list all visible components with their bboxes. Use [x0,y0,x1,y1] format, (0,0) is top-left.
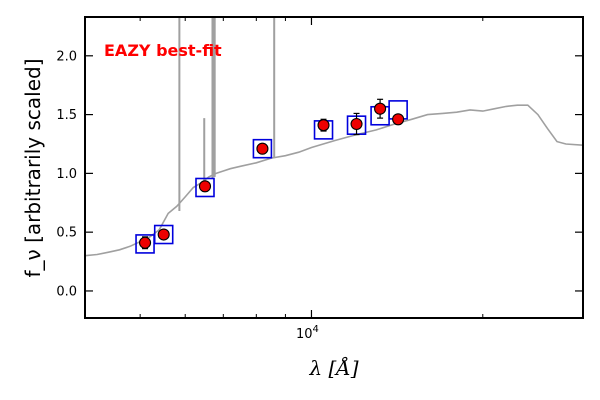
observed-flux-point [350,117,363,131]
observed-flux-point [374,102,387,115]
model-flux-square [153,224,174,245]
annotation: EAZY best-fit [104,41,222,60]
observed-flux-point [157,228,170,241]
observed-flux-point [392,113,405,126]
y-tick-label: 1.0 [56,167,77,182]
observed-flux-point [256,142,269,155]
x-tick-label: 104 [296,324,319,342]
observed-flux-point [138,236,152,249]
y-tick-label: 0.5 [56,226,77,241]
observed-flux-point [198,180,212,193]
y-axis-label: f_ν [arbitrarily scaled] [21,59,45,278]
template-spectrum-line [85,104,583,257]
y-tick-label: 0.0 [56,284,77,299]
model-flux-square [252,138,273,159]
plot-layer [85,17,583,257]
ticks-layer: 0.0 0.5 1.0 1.5 2.0 104 [56,17,583,342]
model-flux-square [195,177,215,198]
plot-frame [84,16,584,319]
x-axis-label: λ [Å] [308,355,358,380]
y-tick-label: 2.0 [56,49,77,64]
y-tick-label: 1.5 [56,108,77,123]
observed-flux-point [317,119,330,132]
